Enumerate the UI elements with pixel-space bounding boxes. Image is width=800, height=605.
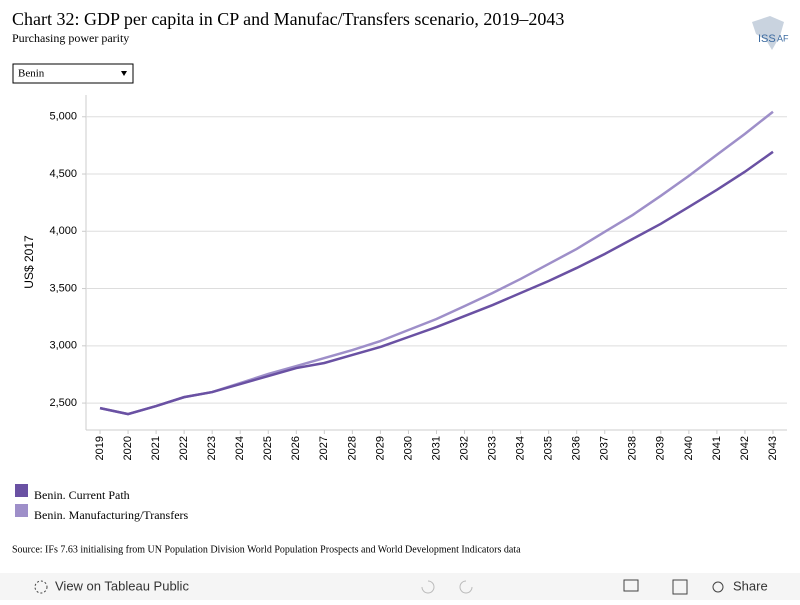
x-tick-label: 2025 [262,436,274,460]
x-tick-label: 2034 [515,436,527,460]
x-tick-label: 2037 [599,436,611,460]
share-button[interactable]: Share [712,578,768,593]
y-tick-label: 4,500 [49,168,77,180]
view-link[interactable]: View on Tableau Public [34,578,189,594]
x-tick-label: 2030 [402,436,414,460]
view-icon [34,580,48,594]
logo-text: AF [777,33,789,43]
x-tick-label: 2019 [94,436,106,460]
x-tick-label: 2029 [374,436,386,460]
fullscreen-icon[interactable] [672,579,688,595]
share-icon [712,581,724,593]
y-tick-label: 3,000 [49,340,77,352]
x-tick-label: 2042 [739,436,751,460]
x-tick-label: 2043 [767,436,779,460]
y-tick-label: 4,000 [49,225,77,237]
y-tick-label: 5,000 [49,111,77,123]
x-tick-label: 2033 [486,436,498,460]
chart-subtitle: Purchasing power parity [12,31,129,45]
x-tick-label: 2024 [234,436,246,460]
x-tick-label: 2020 [122,436,134,460]
y-tick-label: 3,500 [49,282,77,294]
x-tick-label: 2032 [458,436,470,460]
x-tick-label: 2041 [711,436,723,460]
x-tick-label: 2021 [150,436,162,460]
x-tick-label: 2026 [290,436,302,460]
y-tick-label: 2,500 [49,397,77,409]
view-text: View on Tableau Public [55,578,189,593]
y-axis-label: US$ 2017 [22,235,36,289]
x-tick-label: 2038 [627,436,639,460]
share-text: Share [733,578,768,593]
logo-map [752,16,784,50]
legend-swatch [15,484,28,497]
x-tick-label: 2036 [571,436,583,460]
toolbar [0,573,800,600]
dropdown-value: Benin [18,68,45,80]
x-tick-label: 2035 [543,436,555,460]
dropdown-arrow [121,71,127,76]
x-tick-label: 2040 [683,436,695,460]
download-icon[interactable] [623,579,639,592]
chart-title: Chart 32: GDP per capita in CP and Manuf… [12,9,564,29]
x-tick-label: 2022 [178,436,190,460]
source-note: Source: IFs 7.63 initialising from UN Po… [12,544,521,555]
legend-label: Benin. Manufacturing/Transfers [34,508,189,522]
x-tick-label: 2028 [346,436,358,460]
x-tick-label: 2027 [318,436,330,460]
series-line [99,110,774,416]
dropdown[interactable] [12,63,134,84]
logo-text: ISS [758,33,776,45]
series-line [99,150,774,416]
legend-swatch [15,504,28,517]
x-tick-label: 2031 [430,436,442,460]
x-tick-label: 2023 [206,436,218,460]
legend-label: Benin. Current Path [34,488,130,502]
undo-redo-icons[interactable] [421,580,473,594]
x-tick-label: 2039 [655,436,667,460]
